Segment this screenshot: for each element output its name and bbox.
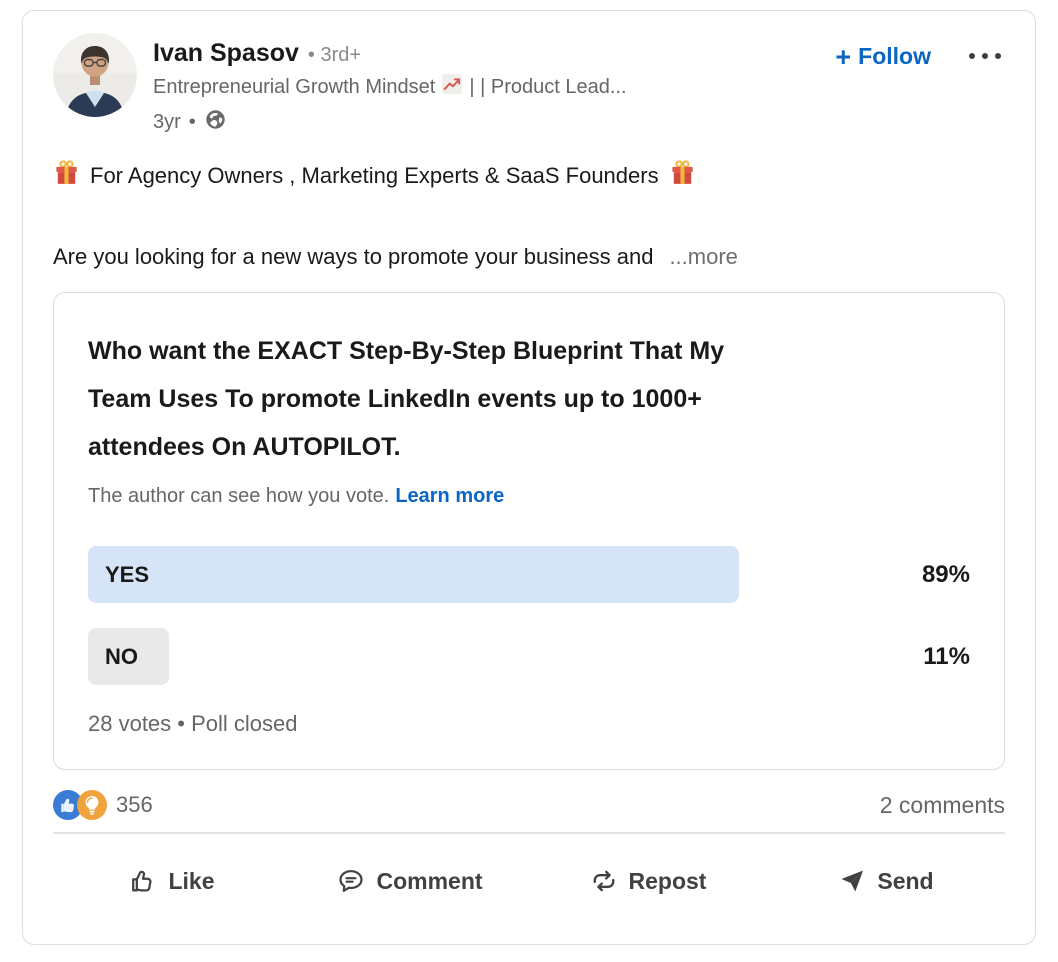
- author-info: Ivan Spasov • 3rd+ Entrepreneurial Growt…: [153, 33, 835, 137]
- post-text-line1: For Agency Owners , Marketing Experts & …: [53, 159, 1005, 192]
- divider: [53, 832, 1005, 834]
- visibility-note-text: The author can see how you vote.: [88, 485, 390, 507]
- poll-question-line: attendees On AUTOPILOT.: [88, 433, 401, 461]
- poll-question-line: Team Uses To promote LinkedIn events up …: [88, 385, 702, 413]
- comment-label: Comment: [376, 867, 483, 894]
- poll-card: Who want the EXACT Step-By-Step Blueprin…: [53, 292, 1005, 770]
- see-more-button[interactable]: ...more: [669, 244, 738, 269]
- post-header: Ivan Spasov • 3rd+ Entrepreneurial Growt…: [53, 33, 1005, 137]
- reactions-count: 356: [116, 792, 153, 817]
- poll-options: YES 89% NO 11%: [88, 546, 970, 685]
- action-bar: Like Comment Repost Send: [53, 834, 1005, 928]
- insightful-reaction-icon: [77, 790, 107, 820]
- like-reaction-icon: [53, 790, 83, 820]
- ellipsis-icon: [995, 53, 1001, 59]
- comments-count-button[interactable]: 2 comments: [879, 791, 1005, 818]
- poll-option-label: YES: [105, 561, 150, 587]
- comment-button[interactable]: Comment: [291, 846, 529, 916]
- connection-degree: • 3rd+: [307, 44, 362, 66]
- follow-label: Follow: [858, 43, 931, 69]
- author-headline: Entrepreneurial Growth Mindset | | Produ…: [153, 73, 835, 101]
- poll-option-no: NO 11%: [88, 628, 970, 685]
- poll-percent-no: 11%: [923, 642, 970, 670]
- gift-icon: [53, 159, 80, 192]
- post-text: For Agency Owners , Marketing Experts & …: [90, 162, 659, 188]
- poll-option-label: NO: [105, 643, 138, 669]
- post-age: 3yr: [153, 111, 181, 133]
- poll-visibility-note: The author can see how you vote. Learn mo…: [88, 485, 970, 508]
- plus-icon: +: [835, 41, 852, 72]
- ellipsis-icon: [969, 53, 975, 59]
- chart-increasing-icon: [441, 73, 463, 101]
- thumbs-up-icon: [132, 870, 152, 892]
- poll-bar-track: YES: [88, 546, 820, 603]
- repost-button[interactable]: Repost: [529, 846, 767, 916]
- headline-text-right: | | Product Lead...: [469, 75, 627, 98]
- poll-bar-track: NO: [88, 628, 820, 685]
- author-name[interactable]: Ivan Spasov: [153, 39, 299, 67]
- like-label: Like: [168, 867, 215, 894]
- repost-icon: [593, 870, 614, 892]
- post-meta: 3yr •: [153, 108, 835, 137]
- follow-button[interactable]: + Follow: [835, 43, 931, 70]
- comment-icon: [339, 870, 364, 892]
- header-actions: + Follow: [835, 33, 1005, 70]
- poll-percent-yes: 89%: [921, 560, 970, 588]
- ellipsis-icon: [982, 53, 988, 59]
- avatar[interactable]: [53, 33, 137, 117]
- poll-votes-status: 28 votes • Poll closed: [88, 711, 298, 736]
- globe-icon: [204, 108, 227, 137]
- social-counts-row: 356 2 comments: [53, 790, 1005, 820]
- poll-bar-yes[interactable]: YES: [88, 546, 740, 603]
- overflow-menu-button[interactable]: [965, 43, 1005, 69]
- meta-separator: •: [188, 111, 196, 133]
- post-text-line2: Are you looking for a new ways to promot…: [53, 244, 1005, 270]
- send-button[interactable]: Send: [767, 846, 1005, 916]
- post-text: Are you looking for a new ways to promot…: [53, 244, 654, 269]
- headline-text-left: Entrepreneurial Growth Mindset: [153, 75, 436, 98]
- poll-question: Who want the EXACT Step-By-Step Blueprin…: [88, 327, 970, 471]
- poll-question-line: Who want the EXACT Step-By-Step Blueprin…: [88, 337, 725, 365]
- reactions-summary[interactable]: 356: [53, 790, 153, 820]
- poll-option-yes: YES 89%: [88, 546, 970, 603]
- learn-more-link[interactable]: Learn more: [395, 485, 505, 507]
- repost-label: Repost: [628, 867, 707, 894]
- send-icon: [841, 870, 864, 892]
- send-label: Send: [877, 867, 934, 894]
- gift-icon: [669, 159, 696, 192]
- linkedin-post-card: Ivan Spasov • 3rd+ Entrepreneurial Growt…: [22, 10, 1036, 945]
- like-button[interactable]: Like: [53, 846, 291, 916]
- poll-bar-no[interactable]: NO: [88, 628, 169, 685]
